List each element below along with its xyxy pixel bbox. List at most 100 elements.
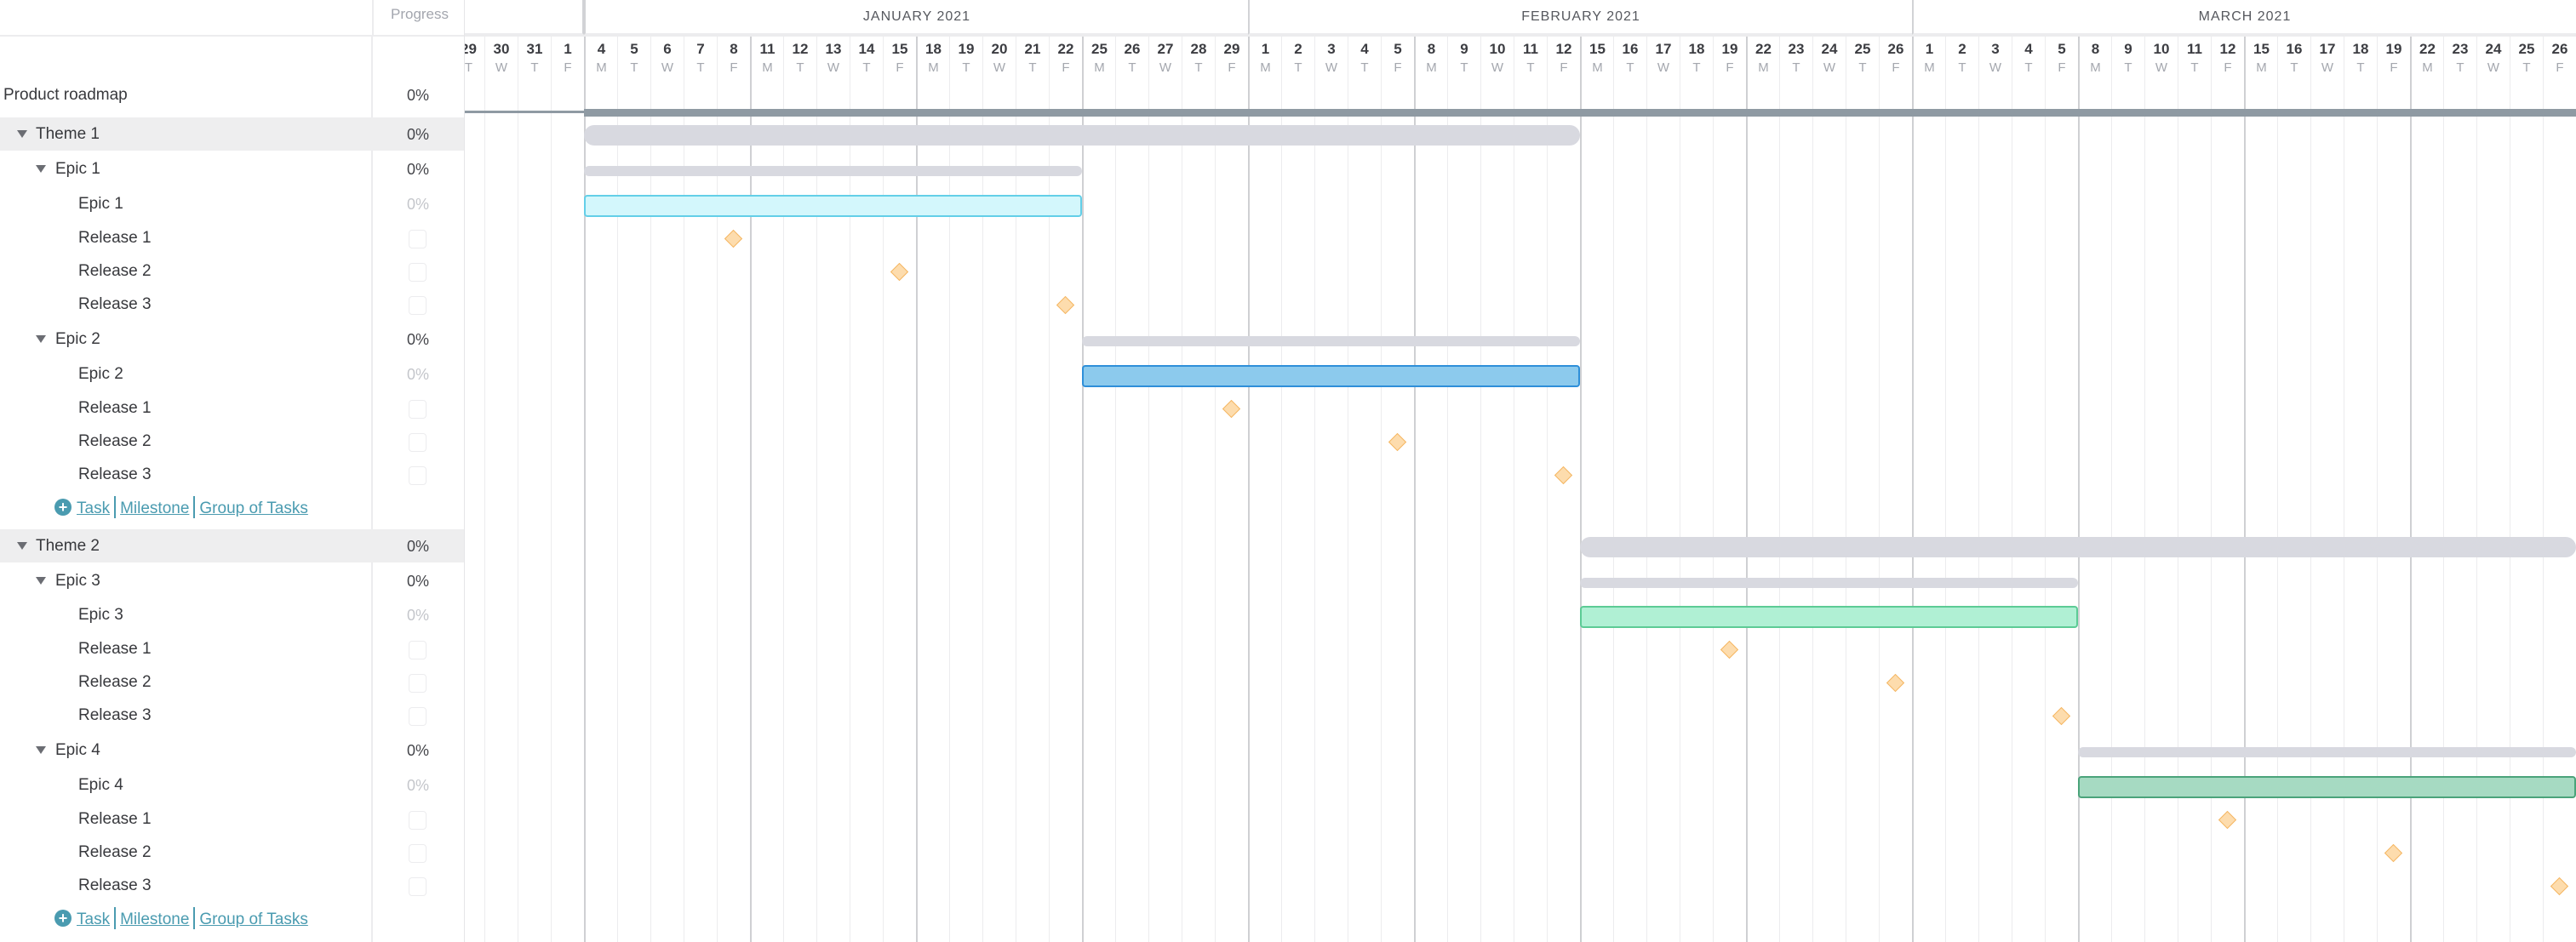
epic-1-group-bar[interactable] [584,166,1082,176]
add-milestone-link[interactable]: Milestone [120,500,190,517]
epic-1-task-bar[interactable] [584,195,1082,217]
epic-4-task-bar[interactable] [2078,776,2576,798]
add-task-link[interactable]: Task [77,911,111,928]
day-number: 24 [2485,41,2502,57]
day-column: 31 T [518,37,551,942]
add-milestone-link[interactable]: Milestone [120,911,190,928]
month-header: JANUARY 2021 [584,0,1248,35]
task-row-milestone[interactable]: Release 1 [0,802,464,836]
day-number: 29 [1223,41,1240,57]
day-number: 25 [1091,41,1108,57]
task-row-task[interactable]: Epic 1 0% [0,187,464,221]
weekday-letter: T [1294,60,1302,75]
milestone-complete-checkbox[interactable] [409,263,426,282]
collapse-triangle-icon[interactable] [17,130,27,138]
task-row-milestone[interactable]: Release 2 [0,425,464,459]
day-number: 27 [1157,41,1174,57]
milestone-complete-checkbox[interactable] [409,811,426,830]
weekday-letter: F [1062,60,1070,75]
milestone-complete-checkbox[interactable] [409,296,426,315]
task-row-milestone[interactable]: Release 3 [0,288,464,322]
weekday-letter: M [596,60,607,75]
day-column: 23 T [2443,37,2476,942]
task-row-milestone[interactable]: Release 2 [0,836,464,870]
product-roadmap-summary[interactable] [584,109,2576,117]
collapse-triangle-icon[interactable] [36,335,46,343]
add-item-links: + Task Milestone Group of Tasks [54,903,308,937]
task-row-milestone[interactable]: Release 3 [0,699,464,733]
day-number: 11 [759,41,776,57]
task-row-theme[interactable]: Theme 2 0% [0,529,464,562]
epic-3-group-bar[interactable] [1580,578,2078,588]
milestone-complete-checkbox[interactable] [409,400,426,419]
task-row-theme[interactable]: Theme 1 0% [0,117,464,151]
task-row-group[interactable]: Epic 4 0% [0,734,464,768]
add-group-of-tasks-link[interactable]: Group of Tasks [199,500,308,517]
task-name: Epic 4 [55,741,100,759]
milestone-complete-checkbox[interactable] [409,230,426,248]
weekday-letter: W [661,60,674,75]
collapse-triangle-icon[interactable] [17,542,27,550]
day-number: 17 [1655,41,1672,57]
add-group-of-tasks-link[interactable]: Group of Tasks [199,911,308,928]
task-name: Release 1 [78,640,152,658]
weekday-letter: F [1892,60,1900,75]
task-row-milestone[interactable]: Release 2 [0,665,464,699]
weekday-letter: M [1924,60,1935,75]
epic-4-group-bar[interactable] [2078,747,2576,757]
weekday-letter: M [1094,60,1105,75]
add-circle-icon[interactable]: + [54,909,72,927]
day-number: 13 [825,41,842,57]
milestone-complete-checkbox[interactable] [409,641,426,659]
epic-2-group-bar[interactable] [1082,336,1580,346]
weekday-letter: T [2124,60,2132,75]
weekday-letter: F [1394,60,1402,75]
day-column: 11 M [750,37,783,942]
task-row-milestone[interactable]: Release 3 [0,458,464,492]
theme-2-bar[interactable] [1580,537,2576,557]
task-name: Epic 1 [55,160,100,178]
weekday-letter: F [2224,60,2232,75]
milestone-complete-checkbox[interactable] [409,466,426,485]
epic-3-task-bar[interactable] [1580,606,2078,628]
task-row-task[interactable]: Epic 2 0% [0,357,464,391]
milestone-complete-checkbox[interactable] [409,674,426,693]
day-number: 2 [1294,41,1302,57]
milestone-complete-checkbox[interactable] [409,877,426,896]
task-row-milestone[interactable]: Release 1 [0,391,464,425]
task-name: Release 2 [78,843,152,861]
add-circle-icon[interactable]: + [54,498,72,516]
task-row-group[interactable]: Epic 2 0% [0,323,464,357]
day-column: 17 W [1646,37,1680,942]
epic-2-task-bar[interactable] [1082,365,1580,387]
milestone-complete-checkbox[interactable] [409,433,426,452]
add-task-link[interactable]: Task [77,500,111,517]
task-row-root[interactable]: Product roadmap 0% [0,78,464,112]
task-row-milestone[interactable]: Release 3 [0,869,464,903]
milestone-complete-checkbox[interactable] [409,707,426,726]
task-row-milestone[interactable]: Release 1 [0,221,464,255]
task-list-pane: Progress Product roadmap 0% Theme 1 0% Epic … [0,0,465,942]
collapse-triangle-icon[interactable] [36,165,46,173]
task-row-group[interactable]: Epic 1 0% [0,152,464,186]
day-column: 13 W [816,37,850,942]
milestone-complete-checkbox[interactable] [409,844,426,863]
day-column: 22 F [1049,37,1082,942]
task-row-milestone[interactable]: Release 2 [0,254,464,288]
collapse-triangle-icon[interactable] [36,746,46,754]
weekday-letter: M [928,60,939,75]
task-row-task[interactable]: Epic 3 0% [0,598,464,632]
collapse-triangle-icon[interactable] [36,577,46,585]
task-row-milestone[interactable]: Release 1 [0,632,464,666]
progress-column-header[interactable]: Progress [372,0,466,35]
weekday-letter: F [1228,60,1236,75]
task-row-task[interactable]: Epic 4 0% [0,768,464,802]
day-number: 12 [792,41,809,57]
day-number: 23 [1788,41,1805,57]
theme-1-bar[interactable] [584,125,1580,146]
task-row-group[interactable]: Epic 3 0% [0,564,464,598]
